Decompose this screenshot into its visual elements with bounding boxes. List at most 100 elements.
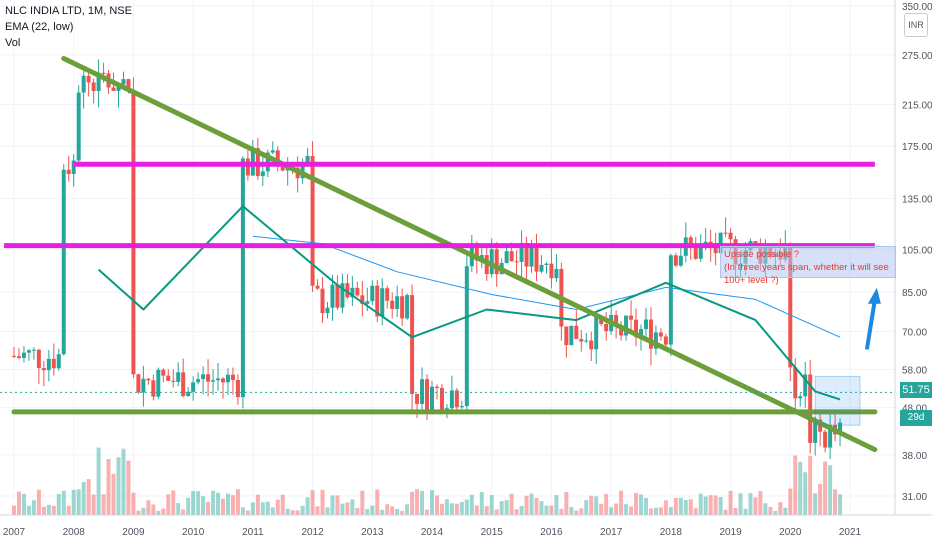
candle-body bbox=[325, 307, 330, 314]
candle-body bbox=[260, 171, 265, 177]
volume-bar bbox=[653, 507, 658, 515]
bar-countdown-label: 29d 23h bbox=[900, 410, 932, 439]
volume-bar bbox=[171, 490, 176, 515]
candle-body bbox=[668, 255, 673, 345]
trendline-descending bbox=[61, 55, 878, 453]
candle-body bbox=[614, 314, 619, 326]
upside-arrow-shaft bbox=[864, 299, 877, 350]
x-tick-label: 2020 bbox=[779, 527, 802, 538]
volume-bar bbox=[673, 498, 678, 515]
volume-bar bbox=[828, 465, 833, 515]
volume-bar bbox=[66, 505, 71, 515]
volume-bar bbox=[748, 493, 753, 515]
volume-bar bbox=[360, 490, 365, 515]
candle-body bbox=[156, 369, 161, 397]
volume-bar bbox=[355, 507, 360, 515]
volume-bar bbox=[126, 460, 131, 515]
x-tick-label: 2015 bbox=[481, 527, 504, 538]
volume-bar bbox=[365, 509, 370, 515]
volume-bar bbox=[41, 506, 46, 515]
candle-body bbox=[439, 387, 444, 410]
x-tick-label: 2009 bbox=[122, 527, 145, 538]
volume-bar bbox=[330, 495, 335, 515]
volume-bar bbox=[315, 506, 320, 515]
candle-body bbox=[728, 232, 733, 240]
candle-body bbox=[96, 72, 101, 92]
volume-bar bbox=[629, 506, 634, 515]
volume-bar bbox=[634, 493, 639, 515]
ema-label: EMA (22, low) bbox=[5, 21, 74, 33]
candle-body bbox=[91, 82, 96, 92]
volume-bar bbox=[813, 493, 818, 515]
candle-body bbox=[673, 255, 678, 266]
candle-body bbox=[275, 150, 280, 165]
volume-bar bbox=[51, 505, 56, 515]
candle-body bbox=[76, 92, 81, 161]
volume-bar bbox=[514, 509, 519, 515]
volume-bar bbox=[335, 495, 340, 515]
volume-bar bbox=[728, 490, 733, 515]
candle-body bbox=[335, 284, 340, 308]
candle-body bbox=[330, 284, 335, 308]
volume-bar bbox=[166, 494, 171, 515]
volume-bar bbox=[91, 494, 96, 515]
candle-body bbox=[634, 319, 639, 338]
volume-bar bbox=[688, 499, 693, 515]
candle-body bbox=[594, 315, 599, 350]
candle-body bbox=[410, 295, 415, 394]
candle-body bbox=[12, 355, 16, 357]
volume-bar bbox=[663, 500, 668, 515]
candle-body bbox=[101, 72, 106, 74]
candle-body bbox=[186, 391, 191, 397]
candle-body bbox=[648, 319, 653, 349]
candle-body bbox=[643, 319, 648, 330]
currency-badge[interactable]: INR bbox=[904, 13, 928, 37]
volume-bar bbox=[350, 499, 355, 515]
volume-bar bbox=[156, 510, 161, 515]
volume-bar bbox=[778, 502, 783, 515]
volume-bar bbox=[599, 503, 604, 515]
volume-bar bbox=[564, 491, 569, 515]
volume-bar bbox=[415, 489, 420, 515]
volume-bar bbox=[484, 506, 489, 515]
y-tick-label: 275.00 bbox=[902, 51, 932, 62]
volume-bar bbox=[106, 459, 111, 515]
volume-bar bbox=[405, 504, 410, 515]
candle-body bbox=[803, 374, 808, 397]
volume-bar bbox=[539, 501, 544, 515]
y-tick-label: 85.00 bbox=[902, 288, 927, 299]
x-tick-label: 2019 bbox=[719, 527, 742, 538]
candle-body bbox=[663, 336, 668, 345]
volume-bar bbox=[81, 481, 86, 515]
candle-body bbox=[166, 375, 171, 381]
candle-body bbox=[126, 79, 131, 92]
volume-bar bbox=[420, 490, 425, 515]
volume-bar bbox=[753, 497, 758, 515]
volume-bar bbox=[275, 499, 280, 515]
volume-bar bbox=[235, 489, 240, 515]
volume-bar bbox=[111, 473, 116, 515]
candle-body bbox=[405, 295, 410, 319]
candle-body bbox=[459, 406, 464, 408]
volume-bar bbox=[56, 493, 61, 515]
volume-bar bbox=[425, 509, 430, 515]
candle-body bbox=[365, 301, 370, 304]
candle-body bbox=[658, 332, 663, 337]
volume-bar bbox=[76, 489, 81, 515]
candle-body bbox=[71, 160, 76, 174]
candle-body bbox=[36, 349, 41, 369]
chart-annotation[interactable]: Upside possible ? (In three years span, … bbox=[720, 246, 896, 286]
candle-body bbox=[141, 378, 146, 393]
volume-bar bbox=[693, 508, 698, 515]
candle-body bbox=[489, 249, 494, 275]
volume-bar bbox=[141, 507, 146, 515]
candle-body bbox=[370, 285, 375, 302]
volume-bar bbox=[609, 507, 614, 515]
candle-body bbox=[425, 379, 430, 410]
candle-body bbox=[420, 379, 425, 404]
volume-bar bbox=[698, 493, 703, 515]
candle-body bbox=[529, 246, 534, 267]
volume-bar bbox=[16, 491, 21, 515]
candle-body bbox=[688, 237, 693, 245]
